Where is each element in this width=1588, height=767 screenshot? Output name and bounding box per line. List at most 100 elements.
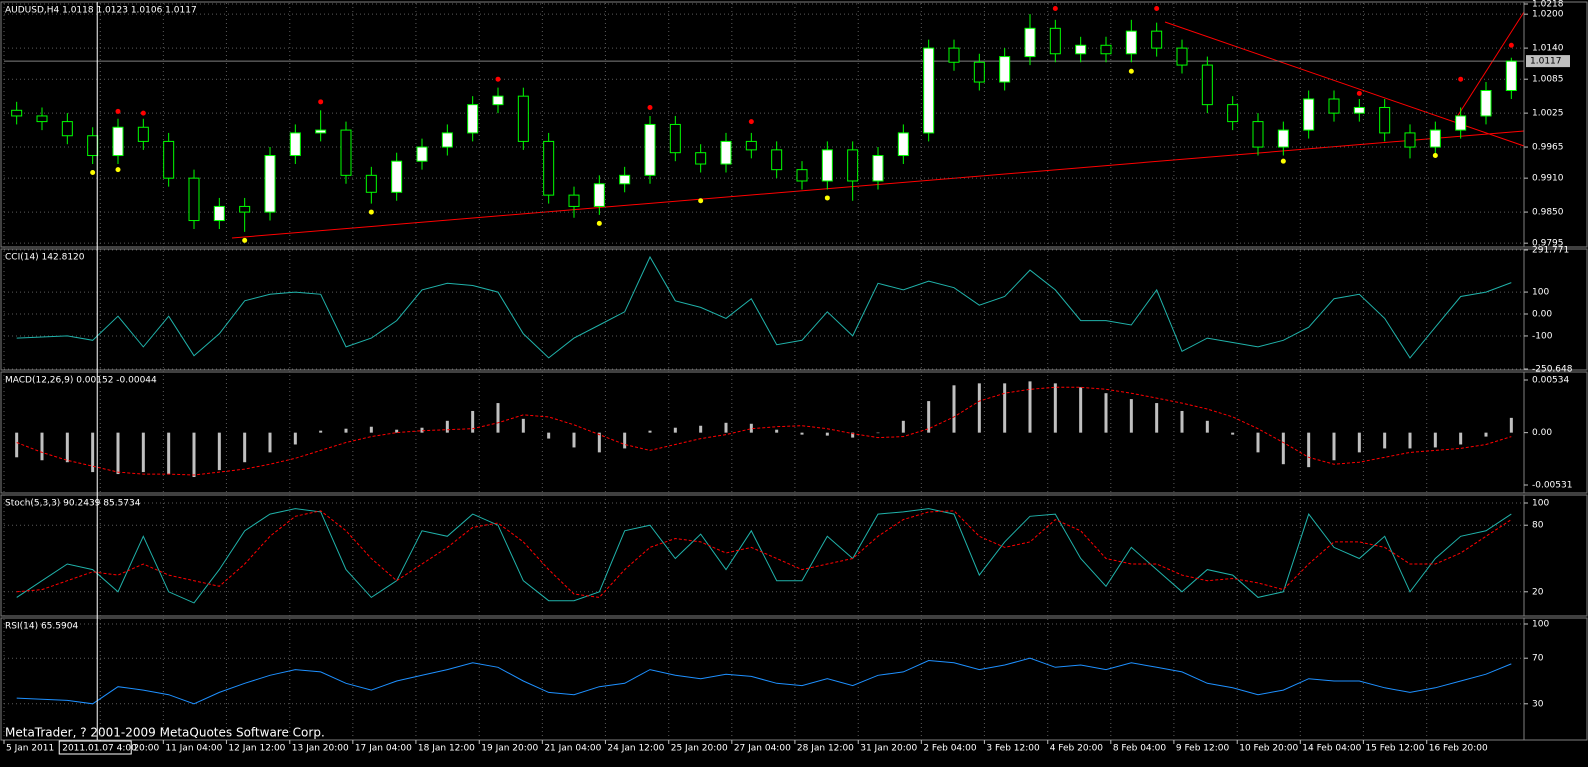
candle-body <box>973 61 985 83</box>
macd-bar <box>927 401 931 433</box>
candle-body <box>1277 129 1289 148</box>
cursor-label: 2011.01.07 4:00 <box>62 744 137 754</box>
x-tick-label: 13 Jan 20:00 <box>292 744 349 754</box>
y-tick-label: 0.00 <box>1532 428 1552 438</box>
macd-bar <box>15 432 19 458</box>
candle-body <box>163 140 175 179</box>
y-tick-label: 0.9850 <box>1532 208 1564 218</box>
fractal-marker <box>318 99 324 105</box>
panel-title: AUDUSD,H4 1.0118 1.0123 1.0106 1.0117 <box>5 6 197 16</box>
macd-bar <box>1079 387 1083 433</box>
candle-body <box>821 149 833 182</box>
panel-frame <box>0 371 1588 494</box>
x-tick-label: 24 Jan 12:00 <box>607 744 664 754</box>
candle-body <box>36 115 48 123</box>
candle-body <box>315 129 327 134</box>
panel-frame <box>0 494 1588 617</box>
candle-body <box>720 140 732 165</box>
candle-body <box>264 155 276 213</box>
macd-bar <box>496 403 500 433</box>
cursor-box <box>58 740 132 755</box>
macd-bar <box>623 432 627 449</box>
macd-bar <box>800 432 804 435</box>
macd-bar <box>1028 381 1032 433</box>
candle-body <box>1480 90 1492 117</box>
candle-body <box>897 132 909 157</box>
macd-bar <box>471 410 475 433</box>
x-tick-label: 16 Feb 20:00 <box>1429 744 1488 754</box>
macd-bar <box>369 426 373 433</box>
macd-bar <box>192 432 196 478</box>
fractal-marker <box>1052 6 1058 12</box>
macd-bar <box>521 418 525 433</box>
macd-bar <box>420 427 424 433</box>
fractal-marker <box>495 76 501 82</box>
x-tick-label: 11 Jan 04:00 <box>165 744 222 754</box>
candle-body <box>365 174 377 193</box>
candle-body <box>923 47 935 134</box>
fractal-marker <box>748 119 754 125</box>
candle-body <box>999 56 1011 83</box>
candle-body <box>239 205 251 213</box>
y-tick-label: 1.0140 <box>1532 44 1564 54</box>
candle-body <box>1201 64 1213 106</box>
candle-body <box>1075 44 1087 55</box>
candle-body <box>391 160 403 193</box>
macd-bar <box>952 385 956 433</box>
signal-line <box>16 386 1512 476</box>
indicator-line <box>16 508 1512 604</box>
macd-bar <box>775 429 779 433</box>
x-tick-label: 25 Jan 20:00 <box>671 744 728 754</box>
fractal-marker <box>1508 42 1514 48</box>
x-tick-label: 18 Jan 12:00 <box>418 744 475 754</box>
macd-bar <box>597 432 601 453</box>
macd-bar <box>1129 399 1133 433</box>
macd-bar <box>344 428 348 433</box>
y-tick-label: -0.00531 <box>1532 481 1572 491</box>
candle-body <box>1429 129 1441 148</box>
candle-body <box>1353 106 1365 114</box>
candle-body <box>61 121 73 137</box>
x-tick-label: 4 Feb 20:00 <box>1050 744 1104 754</box>
candle-body <box>416 146 428 162</box>
x-tick-label: 5 Jan 2011 <box>6 744 54 754</box>
macd-bar <box>1281 432 1285 465</box>
x-tick-label: 14 Feb 04:00 <box>1302 744 1361 754</box>
macd-bar <box>1256 432 1260 453</box>
x-tick-label: 8 Feb 04:00 <box>1113 744 1167 754</box>
fractal-marker <box>242 237 248 243</box>
macd-bar <box>319 430 323 433</box>
candle-body <box>1505 60 1517 92</box>
macd-bar <box>1205 420 1209 433</box>
y-tick-label: 100 <box>1532 499 1549 509</box>
x-tick-label: 3 Feb 12:00 <box>986 744 1040 754</box>
y-tick-label: 30 <box>1532 699 1544 709</box>
candle-body <box>669 123 681 154</box>
y-tick-label: 80 <box>1532 521 1544 531</box>
candle-body <box>593 183 605 207</box>
macd-bar <box>445 420 449 433</box>
macd-bar <box>91 432 95 473</box>
fractal-marker <box>140 110 146 116</box>
x-tick-label: 10 Feb 20:00 <box>1239 744 1298 754</box>
macd-bar <box>1155 403 1159 433</box>
fractal-marker <box>115 167 121 173</box>
candle-body <box>1024 27 1036 58</box>
y-tick-label: 1.0200 <box>1532 10 1564 20</box>
fractal-marker <box>1280 158 1286 164</box>
candle-body <box>137 126 149 142</box>
macd-bar <box>547 432 551 439</box>
macd-bar <box>724 422 728 433</box>
y-tick-label: 0.00 <box>1532 310 1552 320</box>
panel-title: CCI(14) 142.8120 <box>5 253 85 263</box>
candle-body <box>745 140 757 151</box>
y-tick-label: 100 <box>1532 288 1549 298</box>
macd-bar <box>1459 432 1463 445</box>
macd-bar <box>167 432 171 475</box>
fractal-marker <box>1458 76 1464 82</box>
macd-bar <box>572 432 576 448</box>
y-tick-label: 0.00534 <box>1532 376 1569 386</box>
macd-bar <box>268 432 272 453</box>
current-price-box <box>1526 55 1570 68</box>
